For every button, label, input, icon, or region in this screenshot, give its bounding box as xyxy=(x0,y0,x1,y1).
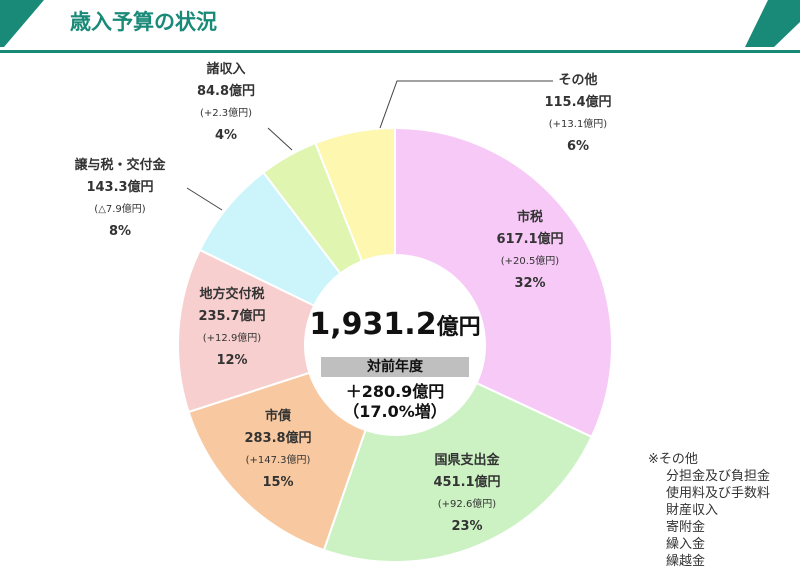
donut-slice xyxy=(322,381,593,563)
slice-label-name: 国県支出金 xyxy=(434,453,500,468)
slice-label-change: (+20.5億円) xyxy=(500,256,560,267)
leader-line xyxy=(267,127,293,151)
header-left-stripe xyxy=(0,0,44,47)
note-title: ※その他 xyxy=(648,452,698,467)
slice-label-percent: 23% xyxy=(451,519,483,534)
header-decoration xyxy=(0,0,800,47)
center-diff-amount: ＋280.9億円 xyxy=(345,382,445,401)
center-tag: 対前年度 xyxy=(321,357,469,377)
donut-slice xyxy=(394,126,613,439)
donut-slice xyxy=(177,248,316,414)
leader-line xyxy=(379,80,553,129)
leader-line xyxy=(186,187,223,211)
slice-label-change: (+12.9億円) xyxy=(202,333,262,344)
center-diff: ＋280.9億円 （17.0%増） xyxy=(310,382,480,422)
donut-slice xyxy=(187,371,367,552)
center-total: 1,931.2億円 xyxy=(300,307,490,342)
slice-label-name: 地方交付税 xyxy=(199,287,265,302)
slice-label-value: 617.1億円 xyxy=(496,232,564,247)
slice-label-change: (+2.3億円) xyxy=(199,108,253,119)
slice-label-name: 市債 xyxy=(264,409,291,424)
page-title: 歳入予算の状況 xyxy=(70,10,217,34)
slice-label-change: (+92.6億円) xyxy=(437,499,497,510)
center-total-unit: 億円 xyxy=(436,315,481,340)
slice-label: 譲与税・交付金 143.3億円 (△7.9億円) 8% xyxy=(60,155,180,243)
slice-label-change: (△7.9億円) xyxy=(94,204,146,215)
slice-label: 地方交付税 235.7億円 (+12.9億円) 12% xyxy=(172,284,292,372)
slice-label: 国県支出金 451.1億円 (+92.6億円) 23% xyxy=(407,450,527,538)
slice-label-value: 84.8億円 xyxy=(196,84,256,99)
center-total-value: 1,931.2 xyxy=(309,307,437,342)
slice-label-value: 283.8億円 xyxy=(244,431,312,446)
slice-label-name: 譲与税・交付金 xyxy=(74,158,166,173)
note-item: 使用料及び手数料 xyxy=(666,486,771,501)
slice-label-change: (+13.1億円) xyxy=(548,119,608,130)
slice-label-name: 市税 xyxy=(516,210,543,225)
note-item: 財産収入 xyxy=(666,503,719,518)
donut-slice xyxy=(314,126,396,263)
slice-label-percent: 15% xyxy=(262,475,294,490)
slice-label-value: 143.3億円 xyxy=(86,180,154,195)
slice-label-name: その他 xyxy=(558,73,598,88)
slice-label-value: 115.4億円 xyxy=(544,95,612,110)
center-diff-percent: （17.0%増） xyxy=(343,402,447,421)
slice-label-percent: 8% xyxy=(108,224,132,239)
note-item: 分担金及び負担金 xyxy=(666,469,771,484)
slice-label-percent: 12% xyxy=(216,353,248,368)
slice-label: 市債 283.8億円 (+147.3億円) 15% xyxy=(218,406,338,494)
note-item: 繰越金 xyxy=(666,554,706,569)
note-item: 繰入金 xyxy=(666,537,706,552)
slice-label: 諸収入 84.8億円 (+2.3億円) 4% xyxy=(166,59,286,147)
header-right-stripe xyxy=(745,0,800,47)
slice-label-percent: 4% xyxy=(214,128,238,143)
note-box: ※その他 分担金及び負担金 使用料及び手数料 財産収入 寄附金 繰入金 繰越金 xyxy=(648,451,770,570)
slice-label-percent: 6% xyxy=(566,139,590,154)
slice-label-value: 235.7億円 xyxy=(198,309,266,324)
slice-label: その他 115.4億円 (+13.1億円) 6% xyxy=(518,70,638,158)
slice-label-value: 451.1億円 xyxy=(433,475,501,490)
slice-label: 市税 617.1億円 (+20.5億円) 32% xyxy=(470,207,590,295)
slice-label-percent: 32% xyxy=(514,276,546,291)
slice-label-change: (+147.3億円) xyxy=(245,455,311,466)
note-item: 寄附金 xyxy=(666,520,706,535)
slice-label-name: 諸収入 xyxy=(206,62,246,77)
header-bar: 歳入予算の状況 xyxy=(0,0,800,53)
